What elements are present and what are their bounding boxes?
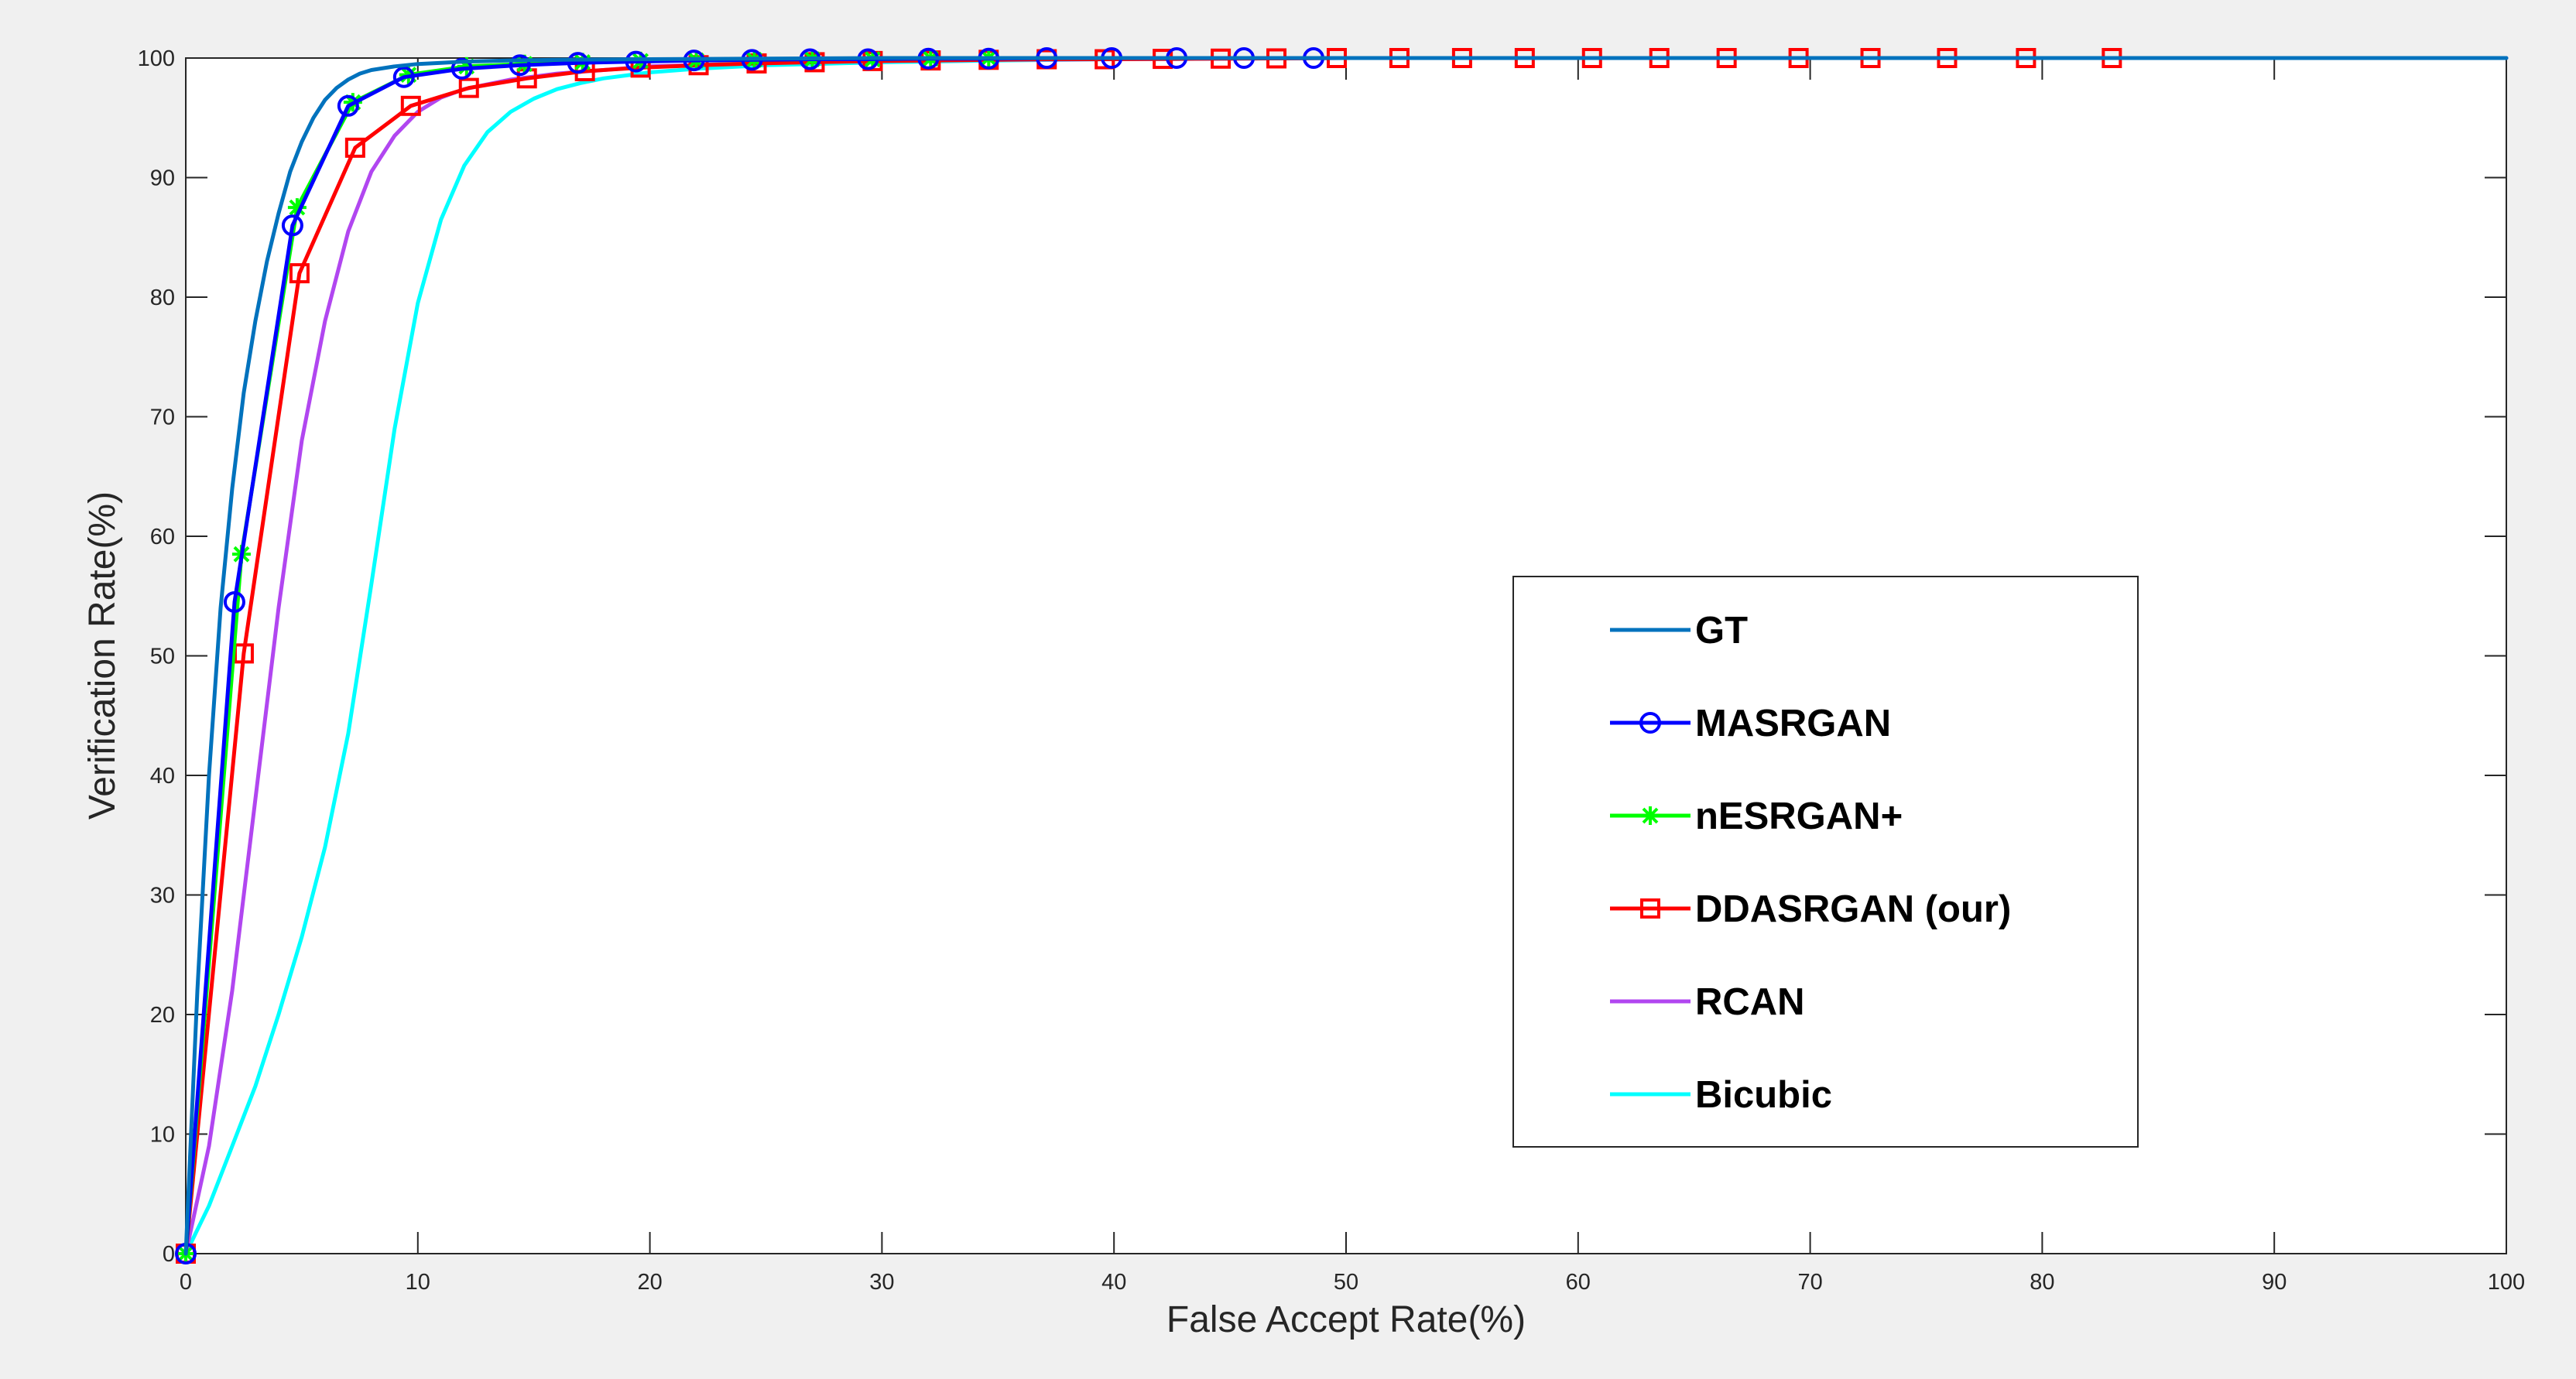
plot-area [185, 57, 2507, 1254]
series-layer [175, 47, 2509, 1264]
legend-label-nesrgan: nESRGAN+ [1695, 796, 1903, 837]
data-point-masrgan [450, 57, 473, 80]
y-tick-label: 40 [150, 764, 175, 789]
series-gt [183, 56, 2509, 1256]
y-tick-label: 10 [150, 1123, 175, 1148]
y-tick-label: 100 [138, 46, 175, 71]
y-axis-ticks: 0 10 20 30 40 50 60 70 80 90 100 [138, 46, 2506, 1267]
legend-label-rcan: RCAN [1695, 981, 1805, 1023]
data-point-masrgan [337, 94, 359, 117]
y-tick-label: 20 [150, 1003, 175, 1028]
y-tick-label: 30 [150, 884, 175, 908]
legend-entry-nesrgan: nESRGAN+ [1610, 796, 1903, 837]
data-point-masrgan [625, 50, 647, 73]
legend: GT MASRGAN nESRGAN+ DDASRGAN (our) RCAN Bicub… [1512, 576, 2139, 1148]
data-point-masrgan [223, 590, 245, 613]
data-point-masrgan [509, 54, 531, 77]
legend-entry-ddasrgan-our: DDASRGAN (our) [1610, 888, 2011, 930]
y-tick-label: 80 [150, 286, 175, 310]
y-tick-label: 90 [150, 166, 175, 191]
data-point-masrgan [392, 66, 415, 88]
y-tick-label: 60 [150, 525, 175, 549]
legend-entry-gt: GT [1610, 610, 1748, 652]
legend-label-masrgan: MASRGAN [1695, 703, 1891, 744]
legend-box [1512, 576, 2139, 1148]
y-tick-label: 70 [150, 405, 175, 430]
x-tick-label: 10 [406, 1270, 430, 1295]
y-tick-label: 0 [163, 1242, 175, 1267]
x-axis-ticks: 0 10 20 30 40 50 60 70 80 90 100 [180, 58, 2525, 1295]
y-axis-label: Verification Rate(%) [82, 491, 123, 820]
data-point-ddasrgan-our [804, 52, 825, 73]
x-tick-label: 100 [2488, 1270, 2525, 1295]
legend-entry-masrgan: MASRGAN [1610, 703, 1891, 744]
legend-marker-ddasrgan-our [1640, 898, 1660, 919]
legend-label-ddasrgan-our: DDASRGAN (our) [1695, 888, 2011, 930]
legend-label-bicubic: Bicubic [1695, 1074, 1832, 1116]
data-point-ddasrgan-our [344, 137, 365, 158]
legend-label-gt: GT [1695, 610, 1748, 652]
data-point-ddasrgan-our [400, 95, 421, 116]
x-tick-label: 30 [869, 1270, 894, 1295]
data-point-masrgan [567, 52, 589, 74]
x-tick-label: 90 [2262, 1270, 2287, 1295]
x-tick-label: 80 [2030, 1270, 2054, 1295]
data-point-masrgan [281, 214, 303, 237]
legend-marker-nesrgan [1641, 806, 1660, 825]
x-tick-label: 70 [1797, 1270, 1822, 1295]
data-point-ddasrgan-our [746, 53, 767, 74]
data-point-ddasrgan-our [458, 77, 479, 98]
data-point-ddasrgan-our [289, 263, 310, 284]
legend-entry-rcan: RCAN [1610, 981, 1805, 1023]
y-tick-label: 50 [150, 645, 175, 669]
x-axis-label: False Accept Rate(%) [1166, 1299, 1526, 1340]
series-line-gt [183, 56, 2509, 1256]
x-tick-label: 20 [637, 1270, 662, 1295]
x-tick-label: 0 [180, 1270, 192, 1295]
x-tick-label: 50 [1334, 1270, 1358, 1295]
x-tick-label: 60 [1566, 1270, 1591, 1295]
legend-marker-masrgan [1639, 712, 1661, 734]
legend-entry-bicubic: Bicubic [1610, 1074, 1832, 1116]
x-tick-label: 40 [1101, 1270, 1126, 1295]
